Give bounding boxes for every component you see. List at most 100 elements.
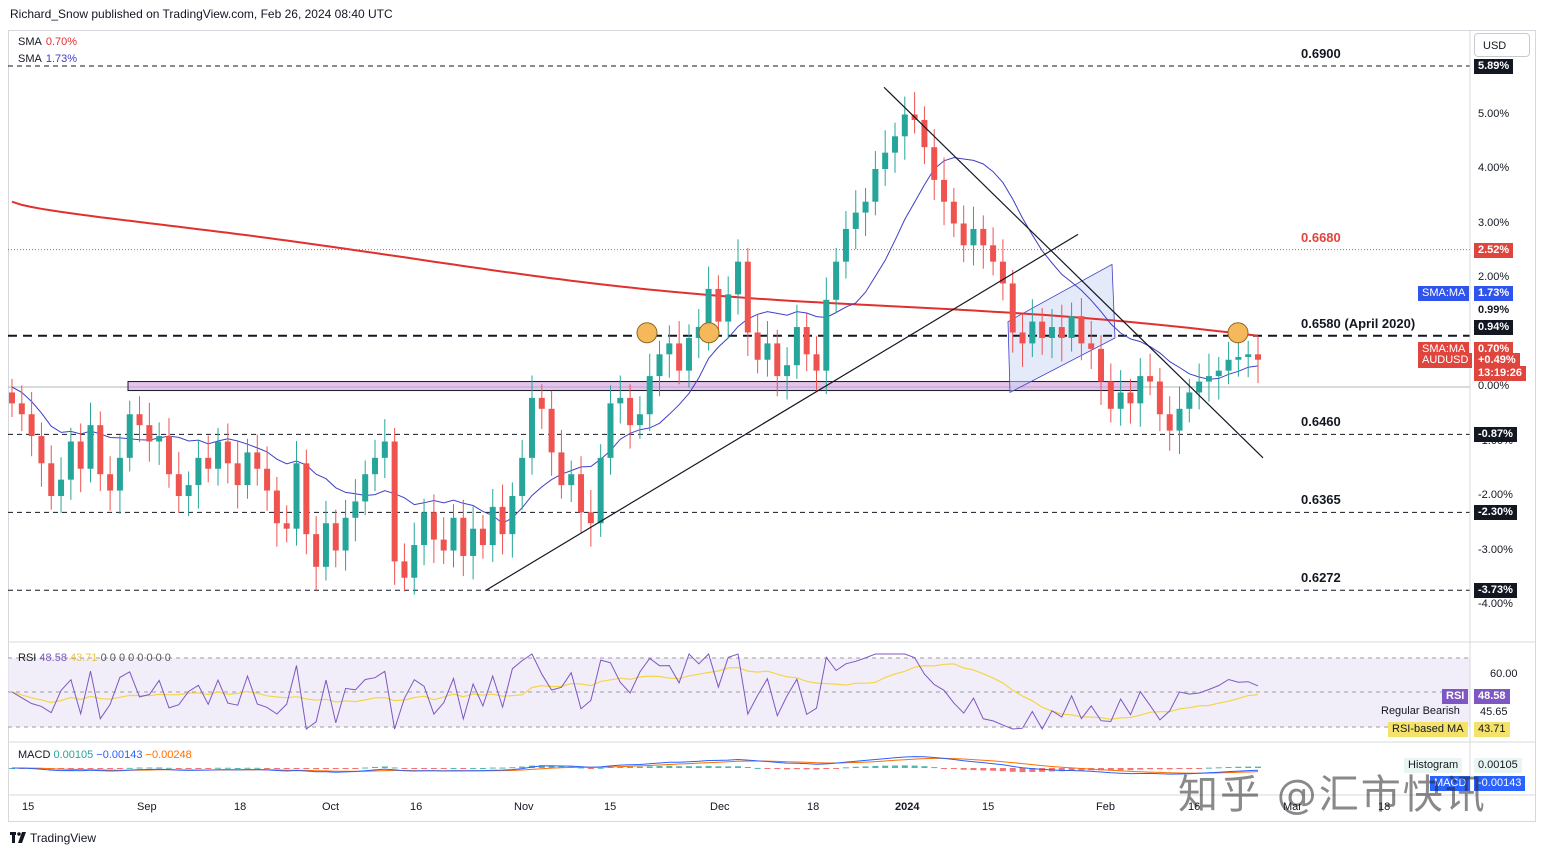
rsi-side-name: RSI	[1442, 689, 1469, 704]
sma-legend-50[interactable]: SMA 1.73%	[18, 53, 77, 65]
macd-hist-20	[205, 768, 212, 769]
candle-body-105	[1039, 321, 1046, 338]
macd-hist-115	[1137, 768, 1144, 770]
candle-body-91	[901, 114, 908, 137]
time-tick-12: 16	[1188, 801, 1201, 813]
candle-body-100	[990, 245, 997, 262]
macd-hist-26	[264, 768, 271, 769]
candle-body-26	[264, 468, 271, 491]
macd-hist-16	[165, 767, 172, 769]
candle-body-12	[126, 414, 133, 458]
candle-body-112	[1107, 381, 1114, 409]
candle-body-88	[872, 169, 879, 202]
currency-button[interactable]: USD	[1474, 33, 1530, 57]
candle-body-97	[960, 223, 967, 246]
macd-hist-73	[725, 766, 732, 768]
candle-body-115	[1137, 376, 1144, 404]
macd-side-name: MACD	[1430, 776, 1471, 791]
macd-hist-121	[1196, 768, 1203, 769]
macd-hist-93	[921, 766, 928, 768]
level-label-4: 0.6365	[1301, 492, 1341, 508]
candle-body-23	[234, 463, 241, 486]
rsi-ma-side-name: RSI-based MA	[1388, 722, 1468, 737]
macd-hist-28	[283, 768, 290, 769]
macd-hist-25	[254, 767, 261, 769]
macd-hist-11	[116, 768, 123, 769]
candle-body-61	[607, 403, 614, 458]
macd-hist-126	[1245, 766, 1252, 768]
macd-hist-58	[578, 767, 585, 769]
level-label-2: 0.6580 (April 2020)	[1301, 315, 1416, 331]
sma-legend-200[interactable]: SMA 0.70%	[18, 36, 77, 48]
macd-hist-88	[872, 765, 879, 768]
macd-hist-101	[999, 768, 1006, 772]
footer-brand[interactable]: TradingView	[10, 831, 96, 845]
price-tag-3: 0.99%	[1474, 302, 1514, 318]
candle-body-79	[784, 365, 791, 377]
price-tag-1: 2.52%	[1474, 242, 1514, 258]
rsi-name: RSI	[18, 652, 37, 664]
candle-body-41	[411, 545, 418, 578]
candle-body-95	[941, 179, 948, 202]
candle-body-6	[67, 441, 74, 480]
candle-body-42	[421, 512, 428, 546]
macd-hist-37	[372, 766, 379, 768]
candle-body-43	[430, 512, 437, 540]
level-label-5: 0.6272	[1301, 570, 1341, 586]
macd-hist-113	[1117, 768, 1124, 771]
price-tag-4: 0.94%	[1474, 320, 1514, 336]
candle-body-39	[391, 441, 398, 562]
macd-hist-17	[175, 768, 182, 769]
macd-hist-39	[391, 767, 398, 769]
rsi-legend[interactable]: RSI 48.58 43.71 0 0 0 0 0 0 0 0	[18, 652, 171, 664]
macd-hist-7	[77, 768, 84, 770]
macd-hist-76	[754, 767, 761, 769]
candle-body-111	[1098, 348, 1105, 382]
candle-body-8	[87, 425, 94, 469]
price-tick-8: -3.00%	[1478, 543, 1513, 556]
retest-marker-0	[636, 322, 658, 344]
macd-hist-97	[960, 768, 967, 770]
candle-body-120	[1186, 392, 1193, 409]
rsi-ma-side-value: 43.71	[1474, 722, 1510, 737]
rsi-value: 48.58	[39, 652, 67, 664]
macd-hist-120	[1186, 768, 1193, 769]
candle-body-47	[470, 528, 477, 556]
candle-body-102	[1009, 283, 1016, 333]
candle-body-53	[528, 397, 535, 458]
macd-hist-119	[1176, 768, 1183, 769]
candle-body-122	[1205, 376, 1212, 382]
candle-body-93	[921, 119, 928, 148]
sma-200-line	[11, 200, 1259, 337]
chart-frame	[8, 30, 1536, 822]
macd-hist-71	[705, 765, 712, 768]
macd-hist-18	[185, 768, 192, 769]
candle-body-117	[1156, 381, 1163, 415]
macd-hist-10	[107, 768, 114, 769]
macd-hist-125	[1235, 766, 1242, 768]
time-tick-6: 15	[604, 801, 617, 813]
macd-legend[interactable]: MACD 0.00105 −0.00143 −0.00248	[18, 749, 192, 761]
candle-body-64	[636, 414, 643, 426]
candle-body-77	[764, 343, 771, 360]
sma-200-value: 0.70%	[45, 36, 78, 48]
macd-hist-100	[990, 768, 997, 771]
candle-body-16	[165, 436, 172, 475]
candle-body-19	[195, 457, 202, 486]
macd-hist-21	[215, 767, 222, 769]
candle-body-86	[852, 212, 859, 229]
macd-hist-108	[1068, 768, 1075, 771]
candle-body-126	[1245, 354, 1252, 358]
time-tick-5: Nov	[514, 801, 534, 813]
candle-body-30	[303, 463, 310, 535]
candle-body-107	[1058, 327, 1065, 338]
macd-hist-51	[509, 767, 516, 769]
candle-body-87	[862, 201, 869, 213]
candle-body-116	[1147, 376, 1154, 382]
candle-body-51	[509, 496, 516, 535]
candle-body-15	[156, 436, 163, 442]
price-tag-8: -0.87%	[1474, 427, 1517, 443]
candle-body-45	[450, 517, 457, 551]
candle-body-28	[283, 523, 290, 529]
